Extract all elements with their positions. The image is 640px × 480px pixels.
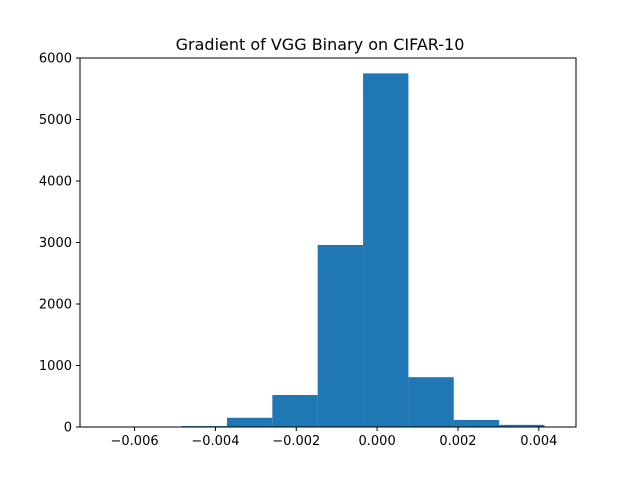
x-tick-label: 0.002 [439,434,476,449]
y-tick-label: 0 [64,421,72,436]
y-tick-label: 2000 [39,298,72,313]
histogram-bar [499,424,545,427]
y-tick-label: 6000 [39,52,72,67]
x-tick-label: −0.002 [272,434,320,449]
y-tick-label: 1000 [39,359,72,374]
histogram-bar [453,419,500,427]
histogram-bar [226,417,273,427]
x-axis-ticks: −0.006 −0.004 −0.002 0.000 0.002 0.004 [111,427,557,449]
x-tick-label: 0.004 [520,434,557,449]
y-tick-label: 3000 [39,236,72,251]
x-tick-label: −0.006 [111,434,159,449]
histogram-bar [272,395,318,427]
x-tick-label: −0.004 [191,434,239,449]
y-tick-label: 5000 [39,113,72,128]
x-tick-label: 0.000 [359,434,396,449]
chart-title: Gradient of VGG Binary on CIFAR-10 [176,35,465,54]
histogram-bar [317,244,364,427]
histogram-bar [408,377,454,427]
plot-frame [79,57,577,428]
bars-group [90,73,545,428]
y-tick-label: 4000 [39,175,72,190]
histogram-bar [363,73,409,428]
y-axis-ticks: 0 1000 2000 3000 4000 5000 6000 [39,52,80,436]
